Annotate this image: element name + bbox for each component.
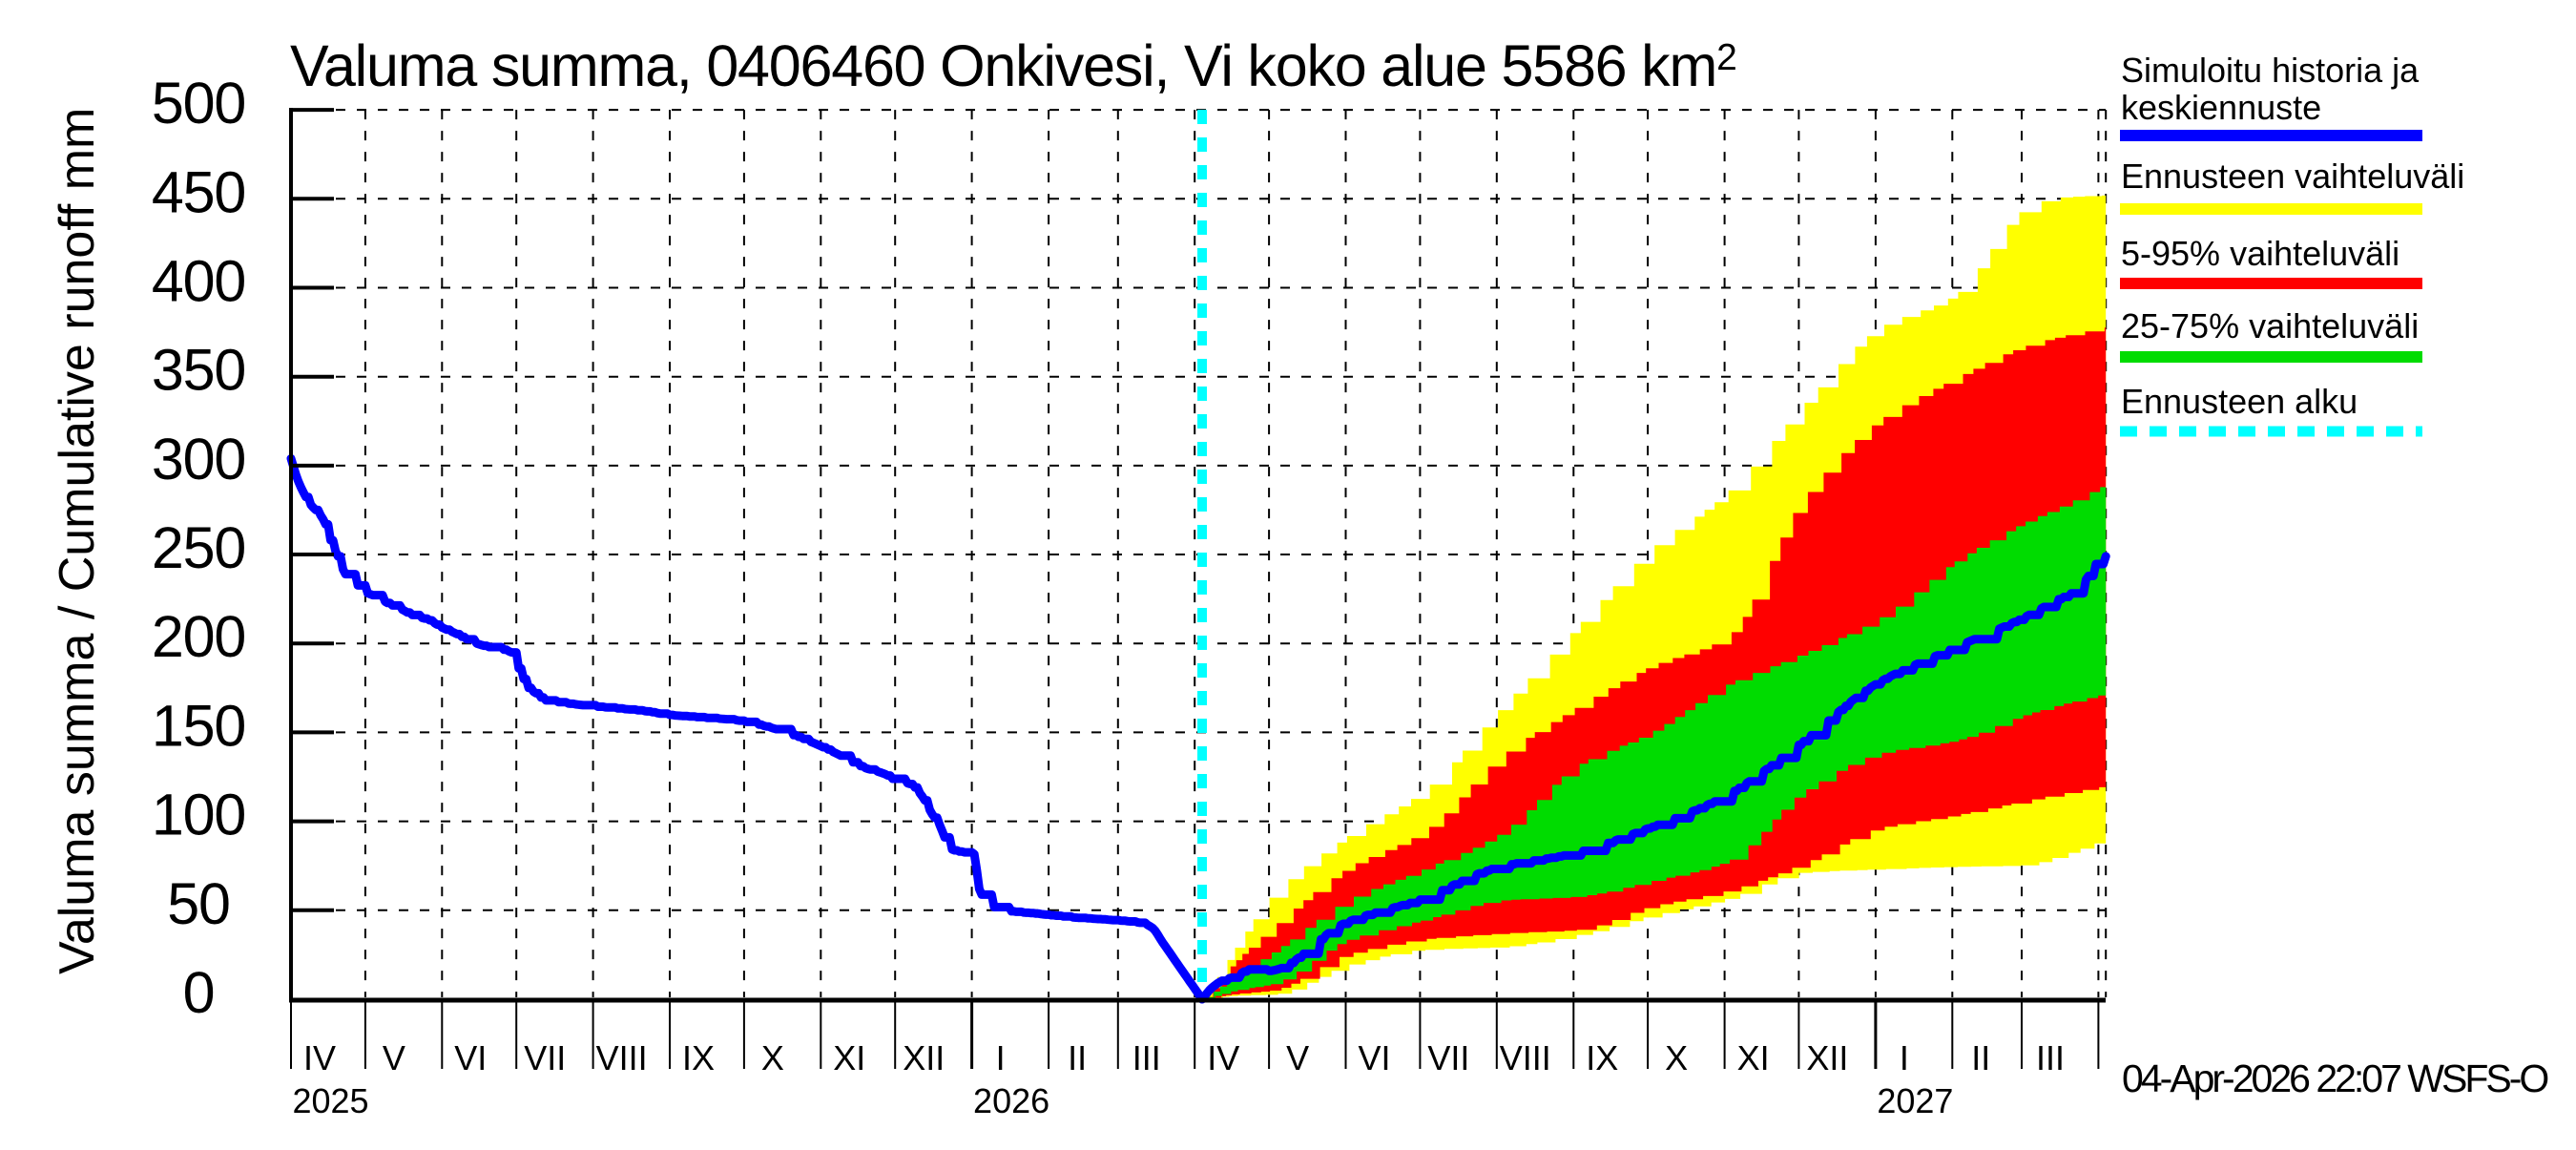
- svg-text:2027: 2027: [1877, 1081, 1953, 1120]
- svg-text:Valuma summa, 0406460 Onkivesi: Valuma summa, 0406460 Onkivesi, Vi koko …: [290, 33, 1736, 98]
- svg-text:Ennusteen alku: Ennusteen alku: [2121, 382, 2358, 421]
- svg-text:II: II: [1971, 1038, 1990, 1077]
- svg-text:V: V: [1286, 1038, 1309, 1077]
- svg-text:150: 150: [152, 693, 245, 758]
- svg-text:25-75% vaihteluväli: 25-75% vaihteluväli: [2121, 306, 2419, 345]
- svg-text:X: X: [1665, 1038, 1688, 1077]
- svg-text:IX: IX: [682, 1038, 715, 1077]
- svg-text:IV: IV: [303, 1038, 336, 1077]
- svg-text:I: I: [1900, 1038, 1909, 1077]
- svg-text:IX: IX: [1586, 1038, 1618, 1077]
- svg-text:450: 450: [152, 159, 245, 224]
- svg-text:Ennusteen vaihteluväli: Ennusteen vaihteluväli: [2121, 157, 2464, 196]
- svg-text:Simuloitu historia ja: Simuloitu historia ja: [2121, 51, 2420, 90]
- svg-text:250: 250: [152, 515, 245, 580]
- svg-text:100: 100: [152, 783, 245, 847]
- svg-text:350: 350: [152, 338, 245, 403]
- svg-text:VIII: VIII: [596, 1038, 648, 1077]
- svg-text:II: II: [1068, 1038, 1087, 1077]
- svg-text:VII: VII: [1427, 1038, 1469, 1077]
- svg-text:VI: VI: [454, 1038, 487, 1077]
- svg-text:2025: 2025: [292, 1081, 368, 1120]
- svg-text:XI: XI: [833, 1038, 865, 1077]
- svg-text:04-Apr-2026 22:07 WSFS-O: 04-Apr-2026 22:07 WSFS-O: [2122, 1056, 2547, 1100]
- svg-text:X: X: [761, 1038, 784, 1077]
- svg-text:2026: 2026: [973, 1081, 1049, 1120]
- svg-text:I: I: [996, 1038, 1006, 1077]
- svg-text:VII: VII: [524, 1038, 566, 1077]
- svg-text:50: 50: [167, 871, 229, 936]
- svg-text:XII: XII: [1806, 1038, 1848, 1077]
- svg-text:VI: VI: [1358, 1038, 1390, 1077]
- svg-text:III: III: [2036, 1038, 2065, 1077]
- svg-text:200: 200: [152, 604, 245, 669]
- svg-text:VIII: VIII: [1500, 1038, 1551, 1077]
- svg-text:keskiennuste: keskiennuste: [2121, 88, 2321, 127]
- svg-text:500: 500: [152, 71, 245, 136]
- svg-text:V: V: [383, 1038, 405, 1077]
- svg-text:XII: XII: [903, 1038, 945, 1077]
- svg-text:Valuma summa / Cumulative runo: Valuma summa / Cumulative runoff mm: [50, 108, 105, 974]
- svg-text:III: III: [1132, 1038, 1161, 1077]
- svg-text:5-95% vaihteluväli: 5-95% vaihteluväli: [2121, 234, 2399, 273]
- svg-text:0: 0: [183, 960, 215, 1025]
- svg-text:XI: XI: [1737, 1038, 1770, 1077]
- svg-text:IV: IV: [1207, 1038, 1239, 1077]
- svg-text:300: 300: [152, 427, 245, 491]
- svg-text:400: 400: [152, 249, 245, 314]
